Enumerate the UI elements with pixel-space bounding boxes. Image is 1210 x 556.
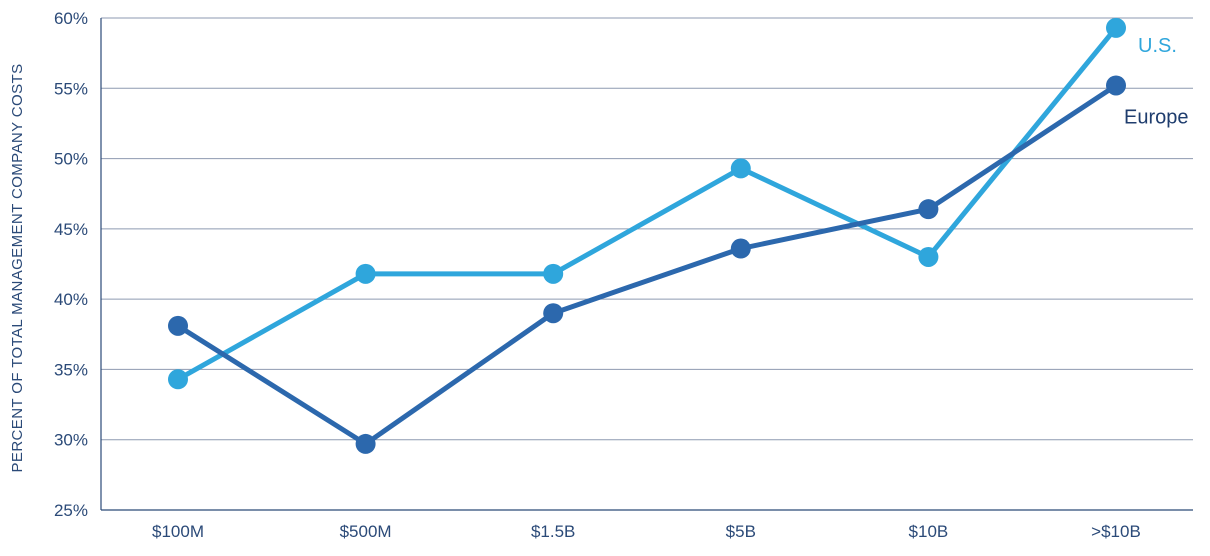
x-tick-label: $1.5B [531,522,575,541]
data-point [168,315,188,336]
series-label: Europe [1124,106,1189,128]
data-point [918,246,939,267]
y-tick-label: 40% [54,290,88,309]
data-point [1106,17,1126,38]
x-tick-label: $5B [726,522,756,541]
data-point [355,263,376,284]
y-tick-label: 60% [54,9,88,28]
axes [100,18,1193,511]
grid-lines [101,17,1193,441]
x-tick-label: >$10B [1091,522,1141,541]
y-tick-labels: 25% 30% 35% 40% 45% 50% 55% 60% [54,9,88,520]
series-label: U.S. [1138,35,1177,57]
y-tick-label: 50% [54,150,88,169]
x-tick-labels: $100M $500M $1.5B $5B $10B >$10B [152,522,1141,541]
data-point [730,158,751,179]
y-tick-label: 45% [54,220,88,239]
x-tick-label: $500M [340,522,392,541]
y-tick-label: 25% [54,501,88,520]
data-point [355,433,376,454]
y-axis-title: PERCENT OF TOTAL MANAGEMENT COMPANY COST… [9,64,26,473]
y-tick-label: 55% [54,79,88,98]
series-labels: U.S. Europe [1124,35,1189,129]
data-point [918,199,939,220]
y-tick-label: 35% [54,360,88,379]
series-line [175,82,1119,447]
series [168,17,1126,454]
x-tick-label: $10B [909,522,949,541]
data-point [543,263,564,284]
data-point [730,238,751,259]
data-point [543,303,564,324]
y-tick-label: 30% [54,431,88,450]
x-tick-label: $100M [152,522,204,541]
data-point [1106,75,1126,96]
series-europe [168,75,1126,454]
series-u-s [168,17,1126,390]
data-point [168,369,188,390]
series-line [175,25,1119,382]
